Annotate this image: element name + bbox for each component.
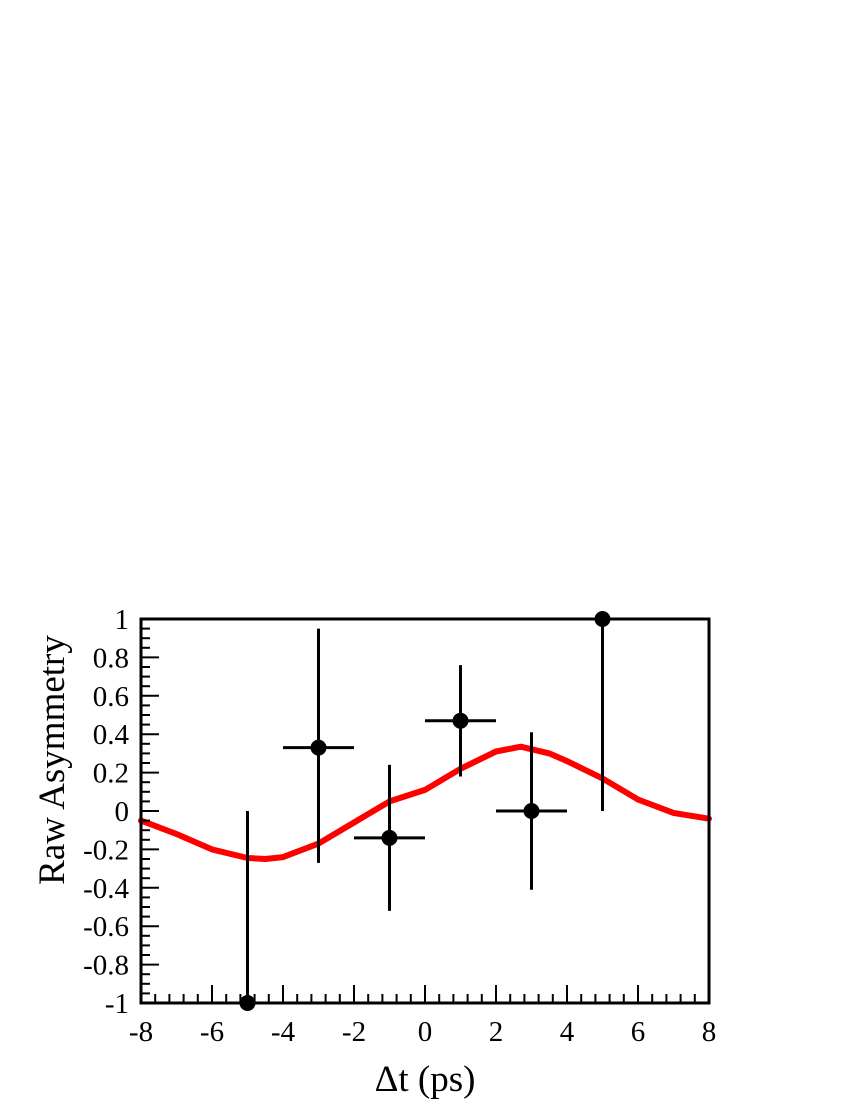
data-points-layer xyxy=(239,611,638,1011)
y-tick-label: -0.6 xyxy=(83,911,129,943)
x-tick-label: 4 xyxy=(560,1016,575,1048)
x-tick-label: 6 xyxy=(631,1016,646,1048)
y-tick-label: 0.2 xyxy=(93,758,129,790)
data-point xyxy=(567,611,638,811)
x-tick-label: 2 xyxy=(489,1016,504,1048)
y-axis-title: Raw Asymmetry xyxy=(32,635,73,885)
fit-curve-layer xyxy=(138,743,712,862)
point-marker xyxy=(452,712,469,729)
x-tick-label: 0 xyxy=(418,1016,433,1048)
x-axis-title: Δt (ps) xyxy=(375,1059,476,1100)
y-tick-label: 0 xyxy=(115,796,130,828)
y-tick-label: 1 xyxy=(115,604,130,636)
point-marker xyxy=(310,739,327,756)
ticks-layer xyxy=(140,618,710,1004)
x-tick-label: -6 xyxy=(200,1016,224,1048)
data-point xyxy=(425,665,496,777)
y-tick-label: 0.8 xyxy=(93,642,129,674)
y-tick-label: 0.6 xyxy=(93,681,129,713)
data-point xyxy=(354,764,425,911)
y-tick-label: -1 xyxy=(105,988,129,1020)
x-tick-label: -4 xyxy=(271,1016,296,1048)
point-marker xyxy=(381,829,398,846)
data-point xyxy=(496,732,567,890)
data-point xyxy=(239,811,256,1011)
plot-frame xyxy=(139,617,711,1005)
y-tick-label: -0.4 xyxy=(83,873,129,905)
x-tick-label: -8 xyxy=(129,1016,153,1048)
data-point xyxy=(283,628,354,863)
y-tick-label: -0.2 xyxy=(83,834,129,866)
x-tick-label: 8 xyxy=(702,1016,717,1048)
tick-labels-layer: -8 -6 -4 -2 0 2 4 6 8 -1 -0.8 -0.6 -0.4 -0.2 0 0.2 0.4 0.… xyxy=(83,604,716,1048)
y-tick-label: 0.4 xyxy=(93,719,130,751)
fit-curve xyxy=(138,743,712,862)
x-tick-label: -2 xyxy=(342,1016,366,1048)
y-tick-label: -0.8 xyxy=(83,950,129,982)
point-marker xyxy=(523,803,540,819)
